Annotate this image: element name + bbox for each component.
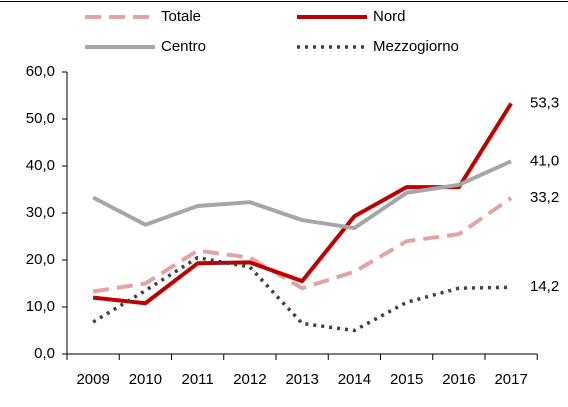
- y-tick-label: 20,0: [26, 251, 55, 268]
- value-label: 33,2: [530, 189, 559, 206]
- x-tick-label: 2010: [129, 371, 162, 388]
- x-tick-label: 2016: [442, 371, 475, 388]
- y-tick-label: 0,0: [34, 345, 55, 362]
- legend-label: Totale: [161, 8, 201, 25]
- legend-label: Mezzogiorno: [373, 38, 459, 55]
- x-tick-label: 2014: [338, 371, 371, 388]
- y-tick-label: 40,0: [26, 157, 55, 174]
- x-tick-label: 2013: [285, 371, 318, 388]
- y-tick-label: 10,0: [26, 298, 55, 315]
- series-line: [92, 102, 513, 306]
- series-line: [92, 159, 512, 231]
- y-tick-label: 60,0: [26, 63, 55, 80]
- x-tick-label: 2011: [181, 371, 213, 388]
- x-tick-label: 2017: [494, 371, 527, 388]
- y-tick-label: 50,0: [26, 110, 55, 127]
- value-label: 53,3: [530, 94, 559, 111]
- legend-label: Nord: [373, 8, 406, 25]
- series-line: [92, 196, 513, 294]
- x-tick-label: 2012: [233, 371, 266, 388]
- y-tick-label: 30,0: [26, 204, 55, 221]
- legend-label: Centro: [161, 38, 206, 55]
- series-line: [92, 255, 512, 333]
- value-label: 41,0: [530, 152, 559, 169]
- x-tick-label: 2015: [390, 371, 423, 388]
- value-label: 14,2: [530, 278, 559, 295]
- x-tick-label: 2009: [76, 371, 109, 388]
